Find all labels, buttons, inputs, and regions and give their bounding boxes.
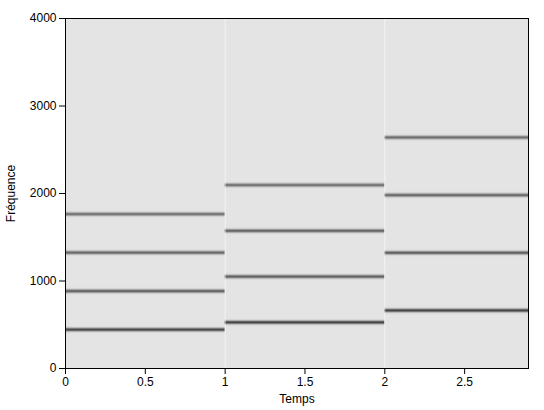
svg-text:1.5: 1.5 — [297, 375, 314, 389]
svg-text:0: 0 — [50, 361, 57, 375]
svg-text:4000: 4000 — [30, 11, 57, 25]
svg-text:Temps: Temps — [279, 392, 314, 406]
svg-text:1: 1 — [222, 375, 229, 389]
svg-text:2: 2 — [381, 375, 388, 389]
svg-text:2000: 2000 — [30, 186, 57, 200]
svg-text:3000: 3000 — [30, 99, 57, 113]
svg-text:Fréquence: Fréquence — [4, 164, 18, 222]
svg-text:1000: 1000 — [30, 274, 57, 288]
svg-text:2.5: 2.5 — [456, 375, 473, 389]
svg-text:0.5: 0.5 — [137, 375, 154, 389]
svg-text:0: 0 — [62, 375, 69, 389]
